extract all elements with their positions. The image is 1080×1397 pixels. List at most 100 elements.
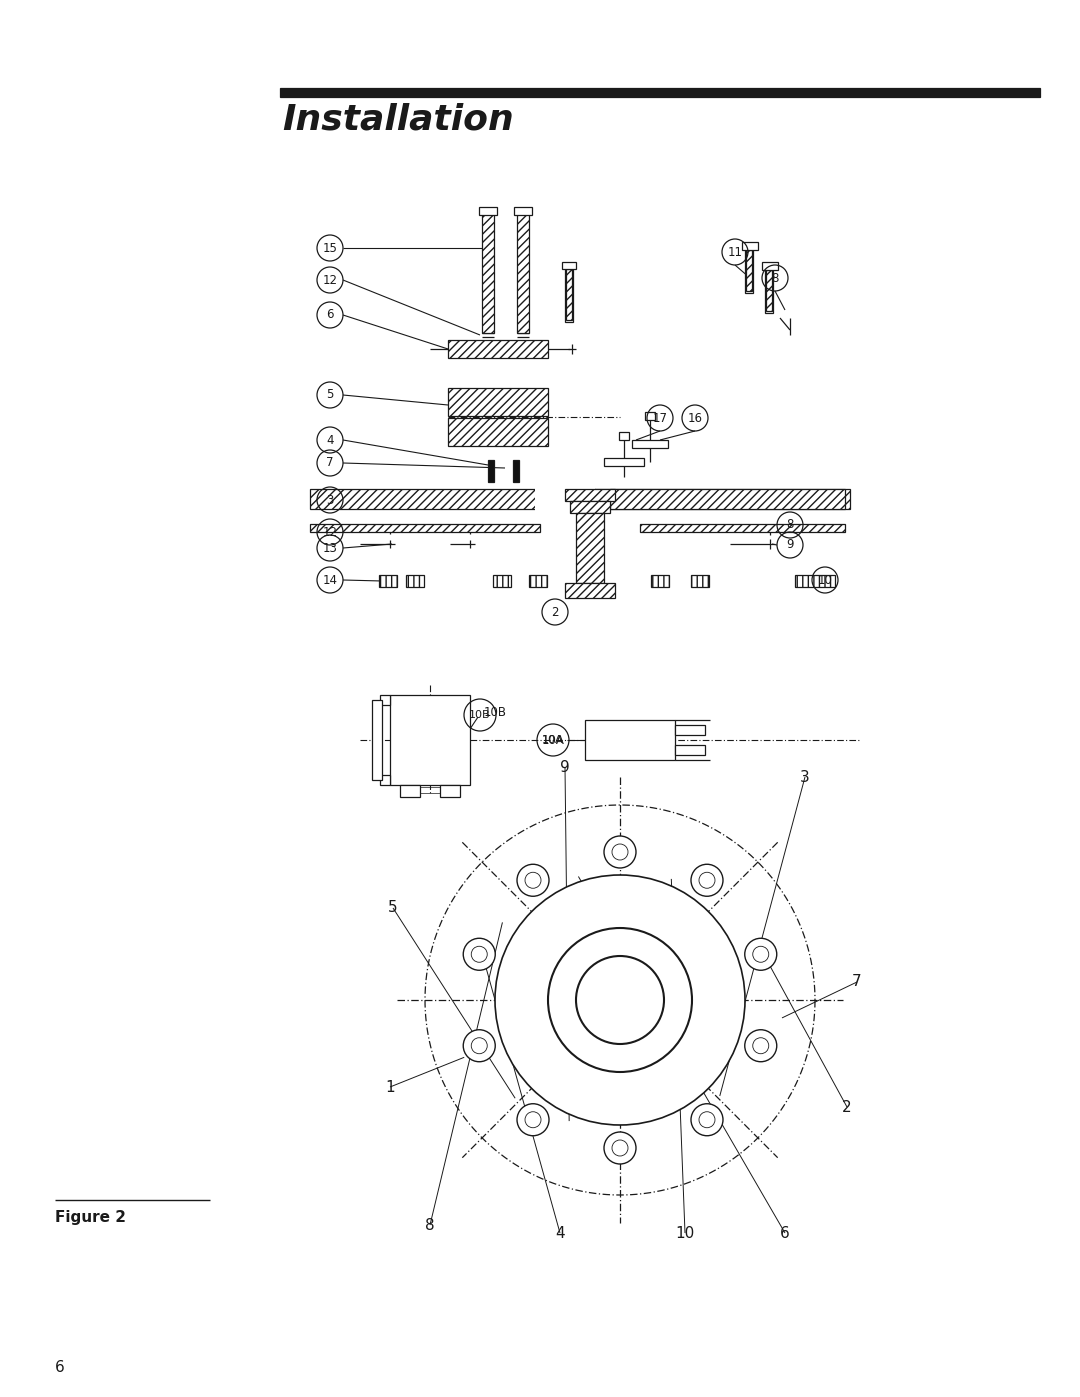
Text: 9: 9 [786, 538, 794, 552]
Bar [390, 694, 470, 785]
Text: 6: 6 [326, 309, 334, 321]
Bar [280, 88, 1040, 96]
Text: 9: 9 [561, 760, 570, 774]
Text: 5: 5 [388, 901, 397, 915]
Bar [448, 418, 548, 446]
Bar [645, 412, 654, 420]
Circle shape [517, 1104, 549, 1136]
Text: 10A: 10A [542, 733, 565, 746]
Bar [310, 489, 850, 509]
Text: 6: 6 [780, 1225, 789, 1241]
Circle shape [604, 835, 636, 868]
Text: 15: 15 [323, 242, 337, 254]
Text: 4: 4 [555, 1225, 565, 1241]
Bar [448, 388, 548, 416]
Text: 10B: 10B [469, 710, 490, 719]
Bar [513, 460, 519, 482]
Bar [514, 207, 532, 215]
Text: 10B: 10B [484, 707, 507, 719]
Circle shape [745, 939, 777, 971]
Text: 16: 16 [688, 412, 702, 425]
Bar [675, 745, 705, 754]
Circle shape [745, 1030, 777, 1062]
Bar [619, 432, 629, 440]
Circle shape [699, 1112, 715, 1127]
Text: 7: 7 [326, 457, 334, 469]
Text: 13: 13 [323, 542, 337, 555]
Text: 2: 2 [551, 605, 558, 619]
Bar [400, 785, 420, 798]
Bar [566, 270, 572, 320]
Bar [565, 267, 573, 321]
Bar [310, 524, 540, 532]
Bar [372, 700, 382, 780]
Text: 11: 11 [728, 246, 743, 258]
Circle shape [576, 956, 664, 1044]
Bar [576, 513, 604, 583]
Circle shape [691, 1104, 723, 1136]
Bar [675, 725, 705, 735]
Circle shape [691, 865, 723, 897]
Circle shape [612, 844, 627, 861]
Circle shape [525, 872, 541, 888]
Bar [565, 583, 615, 598]
Circle shape [525, 1112, 541, 1127]
Bar [480, 207, 497, 215]
Text: 3: 3 [800, 770, 810, 785]
Bar [610, 489, 845, 509]
Bar [406, 576, 424, 587]
Text: 10A: 10A [542, 735, 564, 745]
Circle shape [548, 928, 692, 1071]
Bar [651, 576, 669, 587]
Text: 8: 8 [771, 271, 779, 285]
Text: 12: 12 [323, 525, 337, 538]
Text: 8: 8 [786, 518, 794, 531]
Circle shape [753, 1038, 769, 1053]
Bar [380, 694, 390, 705]
Circle shape [471, 946, 487, 963]
Bar [379, 576, 397, 587]
Bar [585, 719, 675, 760]
Bar [640, 524, 845, 532]
Circle shape [517, 865, 549, 897]
Bar [492, 576, 511, 587]
Bar [517, 212, 529, 332]
Bar [762, 263, 778, 270]
Bar [380, 775, 390, 785]
Circle shape [471, 1038, 487, 1053]
Bar [562, 263, 576, 270]
Bar [745, 249, 753, 293]
Bar [746, 250, 752, 291]
Text: 12: 12 [323, 274, 337, 286]
Text: 1: 1 [386, 1080, 395, 1094]
Text: Figure 2: Figure 2 [55, 1210, 126, 1225]
Text: 10: 10 [675, 1225, 694, 1241]
Bar [615, 1039, 626, 1051]
Bar [535, 488, 595, 511]
Text: 14: 14 [323, 574, 337, 587]
Bar [565, 489, 615, 502]
Text: 6: 6 [55, 1361, 65, 1375]
Circle shape [753, 946, 769, 963]
Circle shape [612, 1140, 627, 1155]
Circle shape [604, 1132, 636, 1164]
Text: 7: 7 [852, 975, 862, 989]
Circle shape [463, 939, 496, 971]
Text: 8: 8 [426, 1218, 435, 1232]
Bar [488, 460, 494, 482]
Bar [529, 576, 546, 587]
Bar [765, 268, 773, 313]
Bar [440, 785, 460, 798]
Bar [448, 339, 548, 358]
Text: 5: 5 [326, 388, 334, 401]
Text: 3: 3 [326, 493, 334, 507]
Bar [795, 576, 835, 587]
Bar [570, 502, 610, 513]
Bar [632, 440, 669, 448]
Bar [482, 212, 494, 332]
Text: 2: 2 [842, 1099, 852, 1115]
Bar [766, 270, 772, 312]
Circle shape [463, 1030, 496, 1062]
Bar [691, 576, 708, 587]
Text: 4: 4 [326, 433, 334, 447]
